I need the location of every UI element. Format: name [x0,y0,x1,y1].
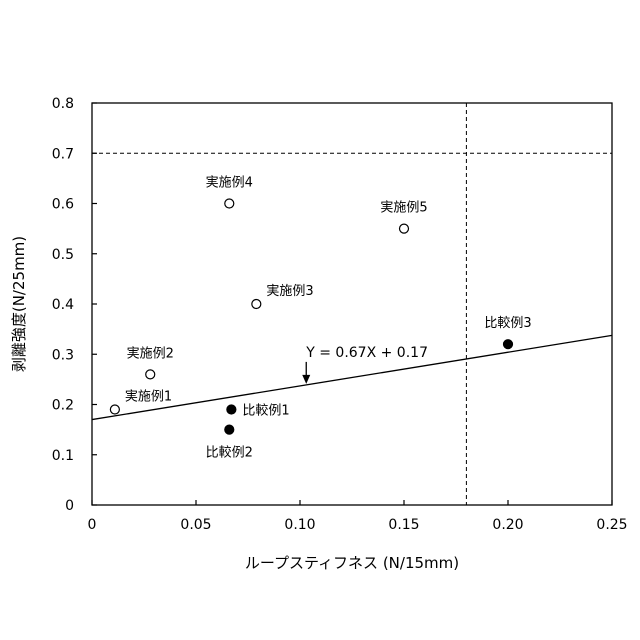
y-tick-label: 0.7 [52,146,74,162]
x-axis-title: ループスティフネス (N/15mm) [245,554,459,572]
x-tick-label: 0.15 [388,517,419,533]
point-label: 比較例3 [484,316,531,331]
y-tick-label: 0.2 [52,398,74,414]
trendline-arrow-head [302,375,310,384]
example-point [400,224,409,233]
comparative-point [225,425,234,434]
y-tick-label: 0.6 [52,197,74,213]
point-label: 実施例5 [380,200,427,216]
y-tick-label: 0 [65,498,74,514]
x-tick-label: 0 [88,517,97,533]
point-label: 比較例2 [206,446,253,461]
plot-frame [92,103,612,505]
x-tick-label: 0.25 [596,517,627,533]
point-label: 実施例4 [206,175,253,191]
example-point [252,300,261,309]
example-point [225,199,234,208]
y-tick-label: 0.1 [52,448,74,464]
point-label: 実施例1 [125,389,172,405]
comparative-point [504,340,513,349]
example-point [110,405,119,414]
y-tick-label: 0.5 [52,247,74,263]
example-point [146,370,155,379]
point-label: 実施例3 [266,283,313,299]
y-tick-label: 0.8 [52,96,74,112]
x-tick-label: 0.05 [180,517,211,533]
y-axis-title: 剥離強度(N/25mm) [10,236,28,372]
trendline-equation: Y = 0.67X + 0.17 [305,345,428,361]
comparative-point [227,405,236,414]
point-label: 実施例2 [127,345,174,361]
point-label: 比較例1 [242,404,289,419]
y-tick-label: 0.4 [52,297,74,313]
x-tick-label: 0.20 [492,517,523,533]
y-tick-label: 0.3 [52,347,74,363]
x-tick-label: 0.10 [284,517,315,533]
